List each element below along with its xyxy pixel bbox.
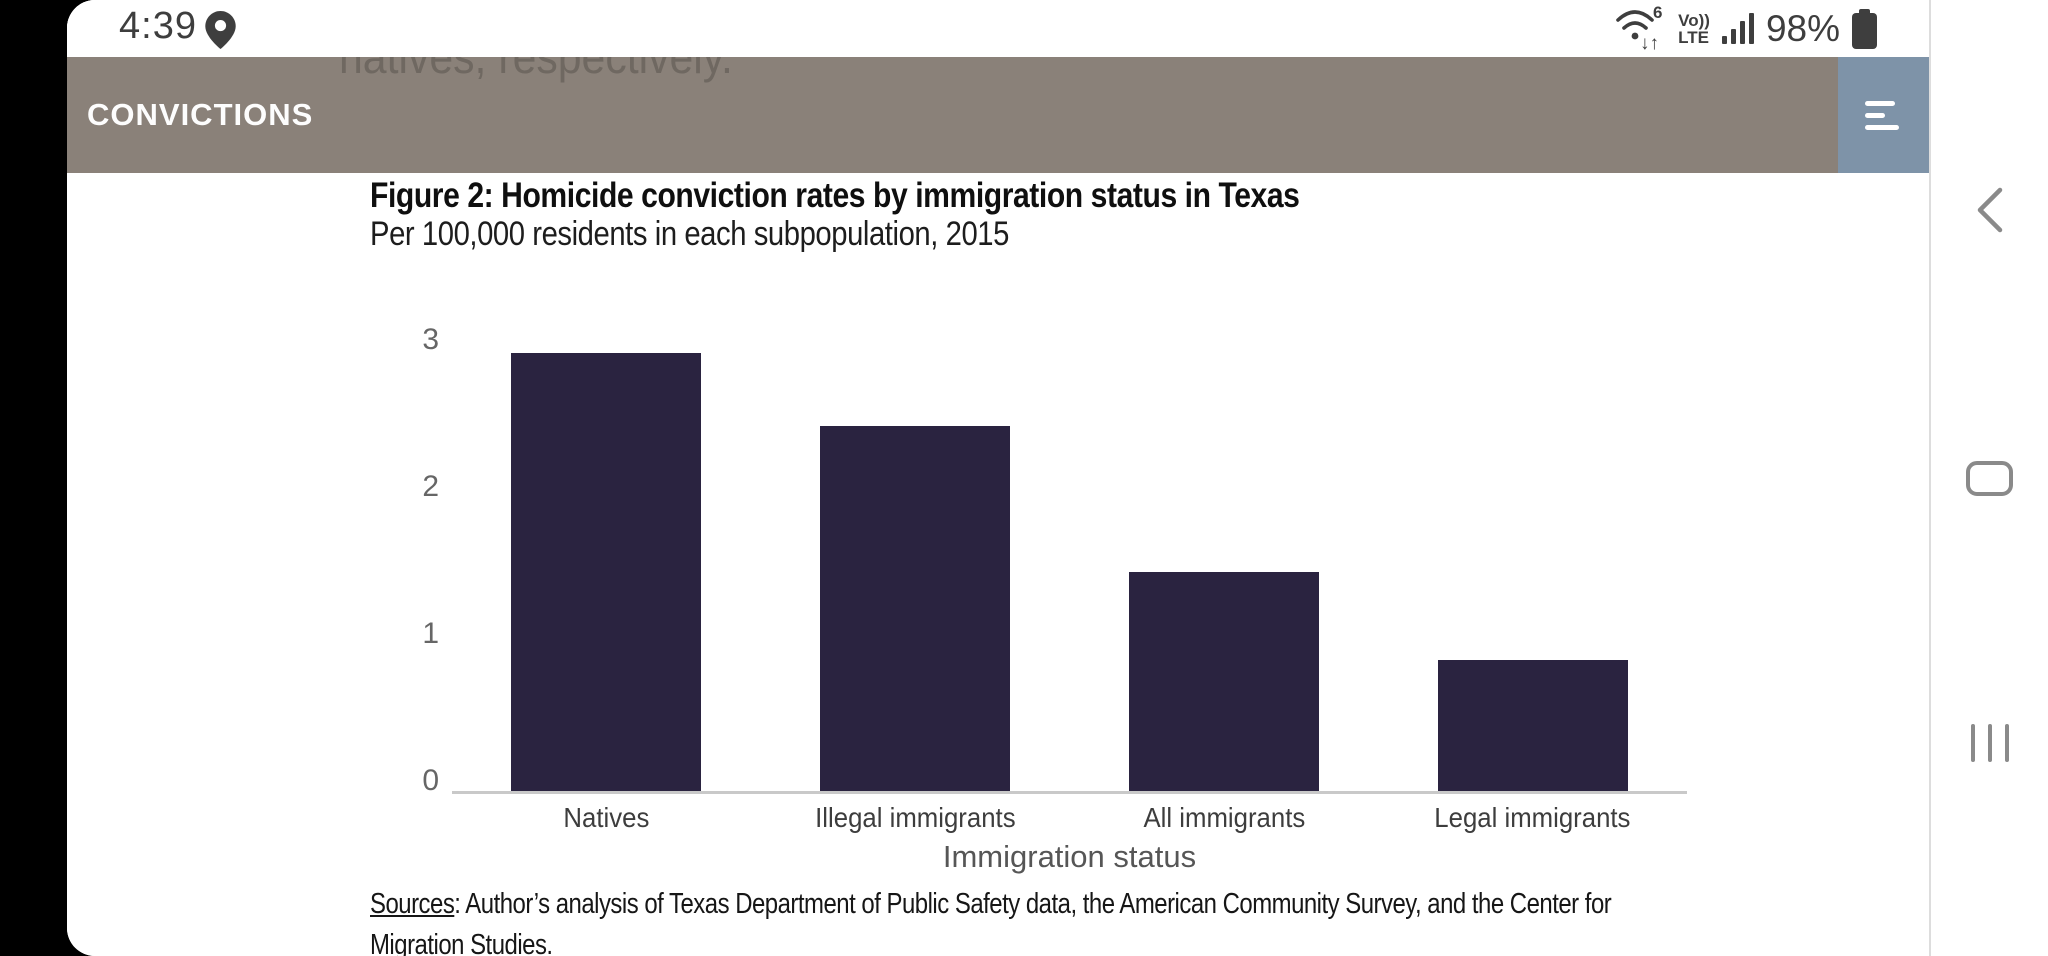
- app-toolbar: natives, respectively. CONVICTIONS: [67, 57, 1929, 173]
- recents-lines-icon: [1970, 724, 2009, 762]
- bar-slot: [1378, 353, 1687, 791]
- navigation-rail: [1929, 0, 2048, 956]
- home-button[interactable]: [1931, 461, 2048, 496]
- bar-legal-immigrants: [1437, 659, 1628, 791]
- x-axis-title: Immigration status: [942, 839, 1197, 874]
- volte-icon: Vo)) LTE: [1678, 12, 1710, 46]
- bar-slot: [1070, 353, 1379, 791]
- battery-icon: [1852, 8, 1877, 49]
- battery-percent: 98%: [1765, 7, 1840, 49]
- bar-natives: [511, 353, 702, 791]
- sources-note: Sources: Author’s analysis of Texas Depa…: [370, 884, 1665, 956]
- clock: 4:39: [119, 5, 197, 47]
- plot-area: [452, 353, 1687, 794]
- x-axis-label: Legal immigrants: [1434, 802, 1631, 833]
- bar-illegal-immigrants: [820, 426, 1011, 791]
- sources-label: Sources: [370, 888, 455, 920]
- figure-title: Figure 2: Homicide conviction rates by i…: [370, 176, 1300, 215]
- signal-strength-icon: [1721, 13, 1754, 44]
- x-axis-category-labels: Natives Illegal immigrants All immigrants L…: [452, 802, 1687, 834]
- bar-all-immigrants: [1128, 572, 1319, 791]
- x-axis-label: Illegal immigrants: [814, 802, 1016, 833]
- recents-button[interactable]: [1931, 724, 2048, 762]
- figure-subtitle: Per 100,000 residents in each subpopulat…: [370, 215, 1009, 253]
- wifi-traffic-arrows: ↓↑: [1640, 33, 1659, 50]
- wifi-6-badge: 6: [1653, 3, 1662, 22]
- volte-bottom-label: LTE: [1678, 27, 1709, 47]
- phone-screen: 4:39 6 ↓↑ Vo)): [67, 0, 2048, 956]
- y-axis-tick: 1: [422, 617, 439, 650]
- x-axis-label: All immigrants: [1143, 802, 1305, 833]
- y-axis-tick: 0: [422, 764, 439, 797]
- home-squircle-icon: [1966, 461, 2013, 496]
- menu-button[interactable]: [1838, 57, 1929, 173]
- status-bar: 4:39 6 ↓↑ Vo)): [67, 0, 1929, 57]
- app-title: CONVICTIONS: [87, 97, 314, 132]
- back-button[interactable]: [1931, 186, 2048, 234]
- volte-top-label: Vo)): [1678, 10, 1710, 30]
- back-chevron-icon: [1977, 187, 2002, 233]
- status-icon-cluster: 6 ↓↑ Vo)) LTE 98%: [1614, 3, 1877, 55]
- bar-slot: [452, 353, 761, 791]
- sources-text: : Author’s analysis of Texas Department …: [370, 888, 1612, 956]
- y-axis-tick: 2: [422, 470, 439, 503]
- y-axis-tick: 3: [422, 323, 439, 356]
- scrolled-document-text: natives, respectively.: [339, 57, 733, 83]
- x-axis-label: Natives: [563, 802, 650, 833]
- app-window: 4:39 6 ↓↑ Vo)): [67, 0, 1929, 956]
- menu-lines-icon: [1865, 100, 1895, 106]
- location-pin-icon: [205, 11, 236, 54]
- bar-slot: [761, 353, 1070, 791]
- wifi-icon: 6 ↓↑: [1614, 3, 1666, 55]
